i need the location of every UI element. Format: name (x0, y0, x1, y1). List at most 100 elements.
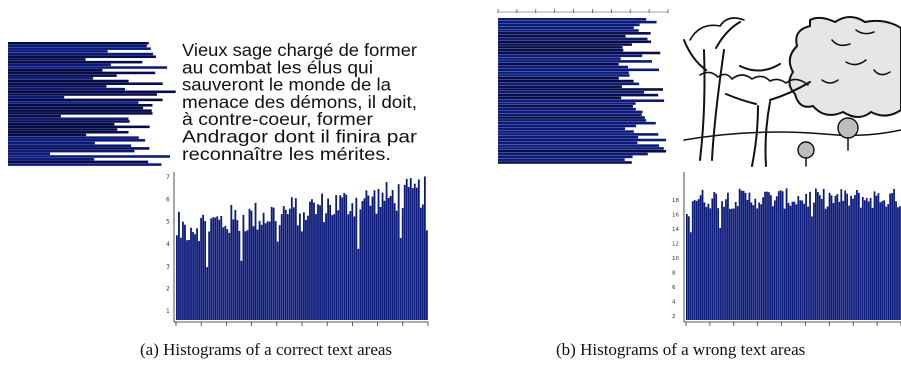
histogram-bar (208, 231, 211, 320)
histogram-bar (8, 79, 129, 83)
histogram-bar (228, 232, 231, 320)
histogram-bar (8, 128, 118, 131)
histogram-bar (730, 208, 733, 320)
histogram-bar (498, 93, 659, 97)
histogram-bar (734, 201, 737, 320)
histogram-bar (498, 23, 640, 27)
y-tick-label: 5 (166, 219, 170, 226)
histogram-bar (498, 133, 659, 136)
y-tick-label: 3 (166, 263, 170, 270)
histogram-bar (498, 54, 643, 58)
histogram-bar (389, 195, 392, 320)
histogram-bar (498, 138, 667, 142)
histogram-bar (256, 229, 259, 320)
histogram-bar (871, 207, 874, 320)
histogram-bar (768, 192, 770, 320)
histogram-bar (498, 51, 661, 55)
histogram-bar (697, 199, 700, 320)
histogram-bar (498, 74, 630, 77)
histogram-bar (498, 18, 647, 21)
histogram-bar (357, 248, 360, 320)
histogram-bar (787, 202, 790, 320)
histogram-bar (498, 149, 667, 153)
histogram-bar (858, 192, 860, 320)
histogram-bar (764, 191, 766, 320)
histogram-bar (893, 188, 895, 320)
y-tick-label: 7 (166, 174, 170, 181)
histogram-bar (795, 204, 798, 320)
histogram-bar (230, 204, 233, 320)
histogram-bar (732, 208, 735, 320)
histogram-bar (498, 82, 640, 86)
y-tick-label: 1 (166, 308, 170, 315)
histogram-bar (766, 191, 768, 320)
histogram-bar (258, 220, 261, 320)
histogram-bar (202, 214, 205, 320)
histogram-bar (842, 200, 845, 320)
histogram-bar (873, 191, 876, 320)
histogram-bar (339, 195, 342, 320)
histogram-bar (244, 231, 247, 320)
histogram-bar (789, 205, 792, 320)
histogram-bar (8, 52, 154, 56)
histogram-bar (498, 116, 645, 119)
histogram-bar (748, 192, 751, 320)
histogram-bar (813, 202, 815, 320)
histogram-bar (498, 32, 651, 35)
histogram-bar (719, 227, 721, 320)
histogram-bar (178, 211, 180, 320)
histogram-bar (791, 201, 794, 320)
histogram-bar (865, 198, 868, 320)
histogram-bar (723, 206, 725, 320)
histogram-bar (347, 214, 350, 320)
text-line: Vieux sage chargé de former (182, 40, 417, 60)
histogram-bar (8, 85, 107, 88)
histogram-bar (498, 46, 623, 49)
histogram-bar (850, 195, 852, 320)
histogram-bar (721, 201, 723, 320)
histogram-bar (246, 230, 249, 320)
histogram-bar (758, 202, 761, 320)
histogram-bar (498, 102, 636, 105)
histogram-bar (498, 79, 634, 83)
histogram-bar (365, 190, 368, 320)
histogram-bar (711, 198, 714, 320)
histogram-bar (294, 198, 297, 320)
panel-a-vertical-histogram (173, 172, 429, 326)
y-tick-label: 4 (166, 241, 170, 248)
histogram-bar (832, 202, 835, 320)
histogram-bar (687, 216, 690, 320)
histogram-bar (754, 198, 757, 320)
histogram-bar (397, 184, 400, 320)
histogram-bar (268, 221, 271, 320)
histogram-bar (252, 226, 255, 320)
histogram-bar (200, 217, 202, 320)
histogram-bar (793, 201, 796, 320)
histogram-bar (867, 201, 870, 320)
histogram-bar (381, 192, 384, 320)
histogram-bar (8, 71, 156, 75)
y-tick-label: 8 (672, 271, 676, 277)
histogram-bar (799, 200, 802, 320)
histogram-bar (498, 20, 657, 24)
panel-b-line-drawing (683, 16, 901, 168)
histogram-bar (262, 212, 265, 320)
histogram-bar (323, 222, 325, 320)
histogram-bar (844, 190, 847, 320)
histogram-bar (707, 203, 710, 320)
histogram-bar (826, 206, 829, 320)
histogram-bar (218, 219, 221, 320)
histogram-bar (303, 212, 305, 320)
histogram-bar (727, 192, 729, 320)
histogram-bar (895, 201, 897, 320)
histogram-bar (859, 207, 862, 320)
histogram-bar (8, 133, 87, 137)
histogram-bar (361, 201, 364, 320)
histogram-bar (752, 205, 755, 320)
histogram-bar (8, 125, 150, 129)
histogram-bar (333, 214, 336, 320)
histogram-bar (355, 197, 358, 320)
histogram-bar (695, 200, 698, 320)
text-line: au combat les élus qui (182, 57, 373, 77)
histogram-bar (689, 232, 692, 320)
